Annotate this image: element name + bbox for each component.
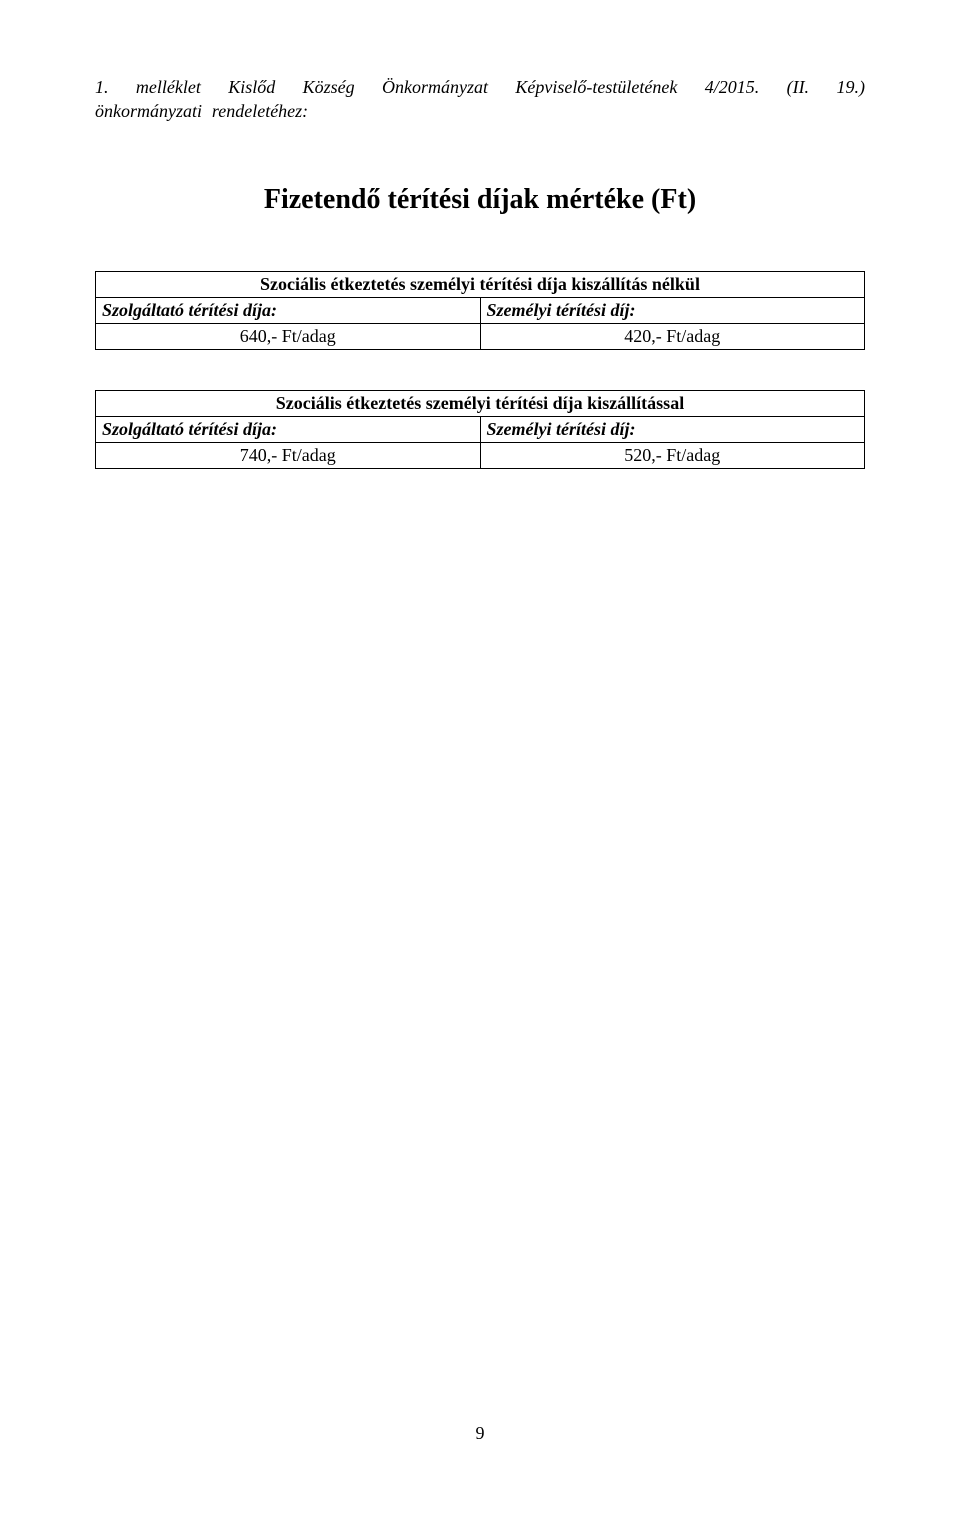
table1-value-left: 640,- Ft/adag xyxy=(96,323,481,349)
table1-subheader-right: Személyi térítési díj: xyxy=(480,297,865,323)
header-word: 4/2015. xyxy=(705,75,760,99)
header-word: 1. xyxy=(95,75,109,99)
header-line1: 1. melléklet Kislőd Község Önkormányzat … xyxy=(95,75,865,99)
table1-subheader-left: Szolgáltató térítési díja: xyxy=(96,297,481,323)
table1-header: Szociális étkeztetés személyi térítési d… xyxy=(96,271,865,297)
table1-value-right: 420,- Ft/adag xyxy=(480,323,865,349)
header-word: 19.) xyxy=(836,75,865,99)
header-word: Önkormányzat xyxy=(382,75,488,99)
table2-value-right: 520,- Ft/adag xyxy=(480,442,865,468)
page-number: 9 xyxy=(0,1423,960,1444)
table2-header: Szociális étkeztetés személyi térítési d… xyxy=(96,390,865,416)
table2-subheader-right: Személyi térítési díj: xyxy=(480,416,865,442)
table-with-delivery: Szociális étkeztetés személyi térítési d… xyxy=(95,390,865,469)
table2-value-left: 740,- Ft/adag xyxy=(96,442,481,468)
table-no-delivery: Szociális étkeztetés személyi térítési d… xyxy=(95,271,865,350)
header-word: (II. xyxy=(787,75,809,99)
document-header: 1. melléklet Kislőd Község Önkormányzat … xyxy=(95,75,865,124)
header-word: melléklet xyxy=(136,75,201,99)
header-word: Képviselő-testületének xyxy=(515,75,677,99)
header-line2: önkormányzati rendeletéhez: xyxy=(95,99,865,123)
page-title: Fizetendő térítési díjak mértéke (Ft) xyxy=(95,184,865,216)
header-word: Kislőd xyxy=(228,75,275,99)
table2-subheader-left: Szolgáltató térítési díja: xyxy=(96,416,481,442)
header-word: Község xyxy=(303,75,355,99)
